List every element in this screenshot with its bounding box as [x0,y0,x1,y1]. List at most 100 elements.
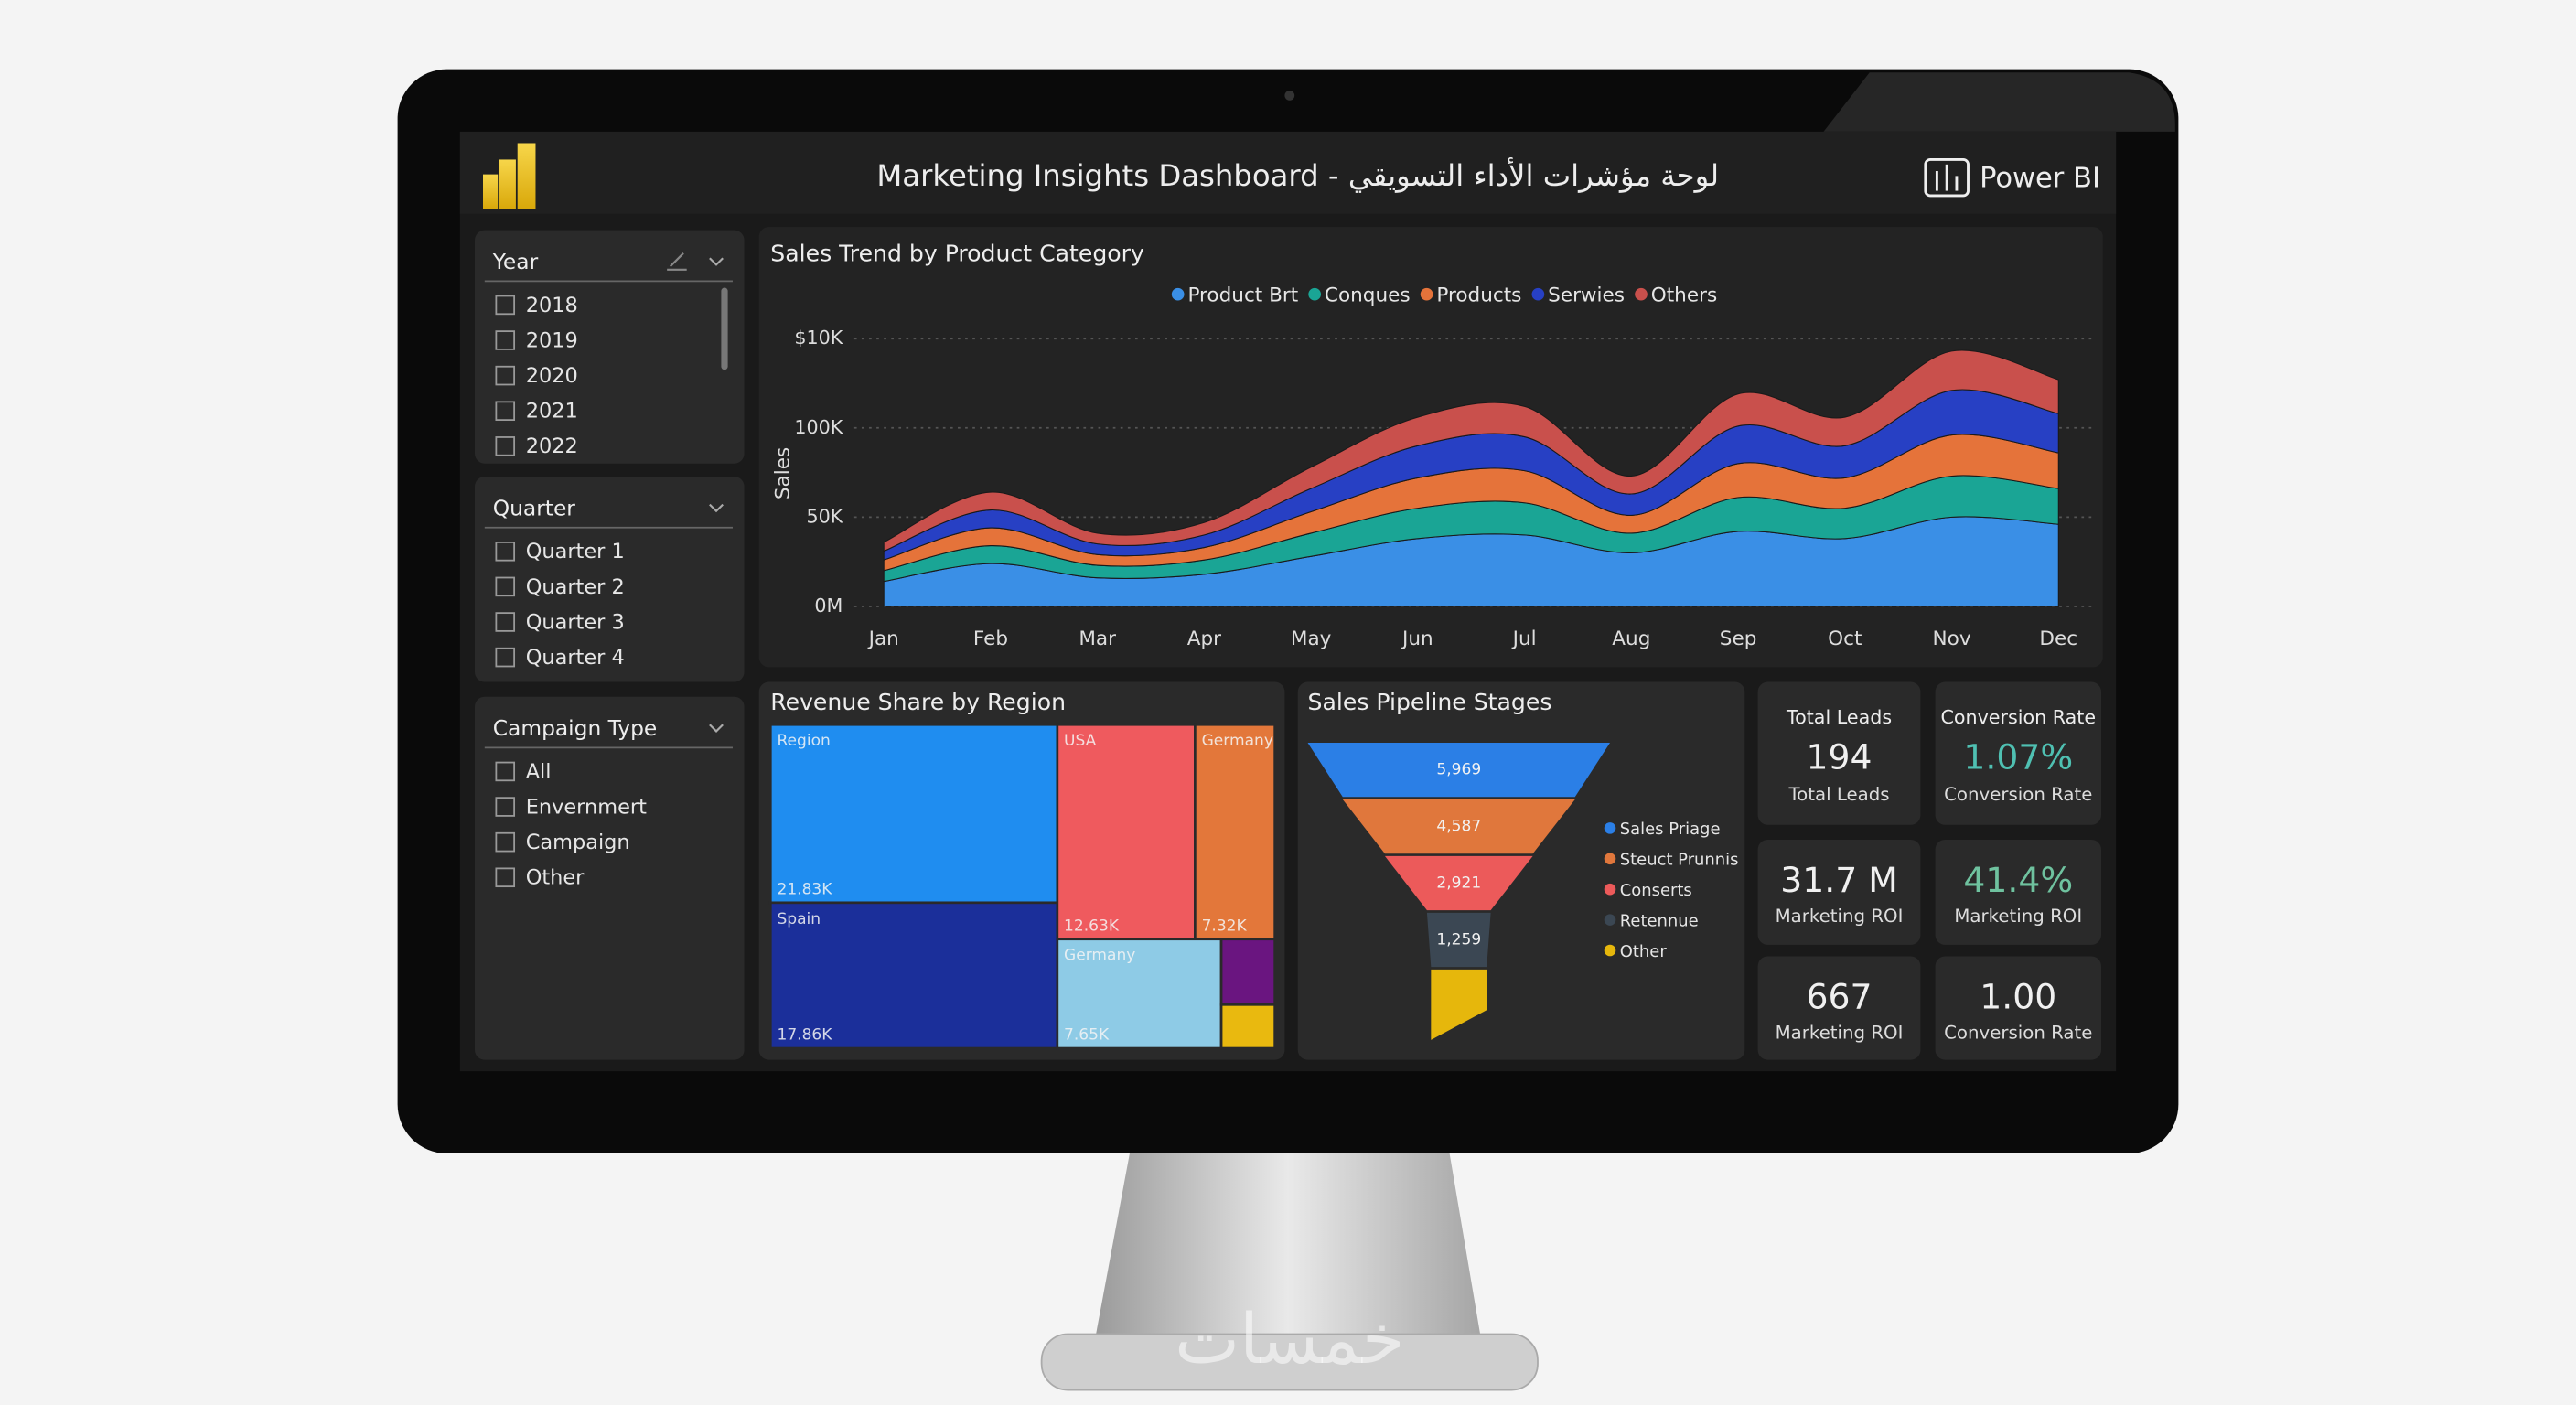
slicer-title: Campaign Type [493,715,657,741]
camera [1284,91,1295,101]
checkbox[interactable] [495,576,516,597]
y-axis-label: Sales [772,447,795,499]
x-tick-label: Feb [973,627,1008,650]
monitor-stand [1094,1150,1482,1345]
kpi-background [1935,839,2101,945]
slicer-panel [475,230,745,464]
treemap-tile[interactable] [1219,1003,1276,1050]
kpi-title: Total Leads [1786,706,1892,728]
treemap: Revenue Share by Region Region 21.83K Spain… [768,689,1276,1050]
treemap-tile[interactable] [1056,723,1197,941]
slicer-item[interactable]: 2020 [526,364,578,388]
checkbox[interactable] [495,330,516,350]
checkbox[interactable] [495,867,516,888]
checkbox[interactable] [495,401,516,421]
treemap-tile[interactable] [1056,938,1223,1050]
tile-label: Germany [1202,732,1273,750]
checkbox[interactable] [495,295,516,316]
y-tick-label: 0M [814,595,843,617]
stage-value: 4,587 [1436,818,1481,836]
x-tick-label: Sep [1720,627,1757,650]
legend-label: Products [1436,284,1521,307]
tile-value: 7.32K [1202,917,1248,935]
chevron[interactable] [709,503,724,513]
x-tick-label: May [1291,627,1332,650]
funnel: Sales Pipeline Stages 5,969 Sales Priage 4,… [1307,689,1739,1040]
kpi-background [1757,956,1921,1060]
legend-swatch [1604,853,1616,865]
legend-swatch [1171,287,1185,301]
checkbox[interactable] [495,797,516,817]
slicer-item[interactable]: 2022 [526,434,578,458]
funnel-stage[interactable] [1342,799,1575,854]
funnel-stage[interactable] [1431,969,1487,1040]
checkbox[interactable] [495,365,516,386]
checkbox[interactable] [495,831,516,853]
kpi-label: Total Leads [1787,784,1889,805]
y-tick-label: 50K [806,505,843,527]
chevron[interactable] [709,257,724,266]
kpi-label: Conversion Rate [1944,1022,2092,1043]
slicer: Quarter Quarter 1 Quarter 2 Quarter 3 Quarte… [484,495,733,670]
app-logo [483,143,536,209]
slicer-item[interactable]: Quarter 1 [526,540,625,563]
slicer-title: Year [492,249,539,274]
kpi-value: 41.4% [1963,860,2073,900]
brand-name: Power BI [1980,163,2100,195]
slicer-title: Quarter [493,495,576,520]
treemap-tile[interactable] [768,723,1059,905]
chart-title: Sales Pipeline Stages [1308,689,1552,715]
funnel-stage[interactable] [1307,743,1610,798]
slicer-item[interactable]: Other [526,866,585,890]
legend-label: Conserts [1620,881,1692,900]
logo-bar [483,174,499,209]
checkbox[interactable] [495,761,516,782]
legend-label: Others [1651,284,1717,307]
legend-swatch [1604,944,1616,957]
legend-swatch [1635,287,1648,301]
stage-value: 5,969 [1436,761,1481,779]
kpi-value: 31.7 M [1780,860,1897,900]
kpi-card: Total Leads 194 Total Leads [1757,681,1921,825]
checkbox[interactable] [495,436,516,456]
slicer-item[interactable]: Quarter 4 [526,646,625,670]
treemap-tile[interactable] [1219,938,1276,1006]
slicer-item[interactable]: Envernmert [526,795,647,819]
slicer: Year 2018 2019 2020 2021 2022 [484,249,733,458]
funnel-stage[interactable] [1426,912,1491,968]
tile-label: USA [1064,732,1097,750]
slicer: Campaign Type All Envernmert Campaign Other [484,715,733,890]
slicer-item[interactable]: 2018 [526,294,578,317]
slicer-item[interactable]: Quarter 3 [526,610,625,634]
legend-label: Steuct Prunnis [1620,851,1739,870]
kpi-background [1935,681,2101,825]
checkbox[interactable] [495,647,516,668]
kpi-card: Conversion Rate 1.07% Conversion Rate [1935,681,2101,825]
legend-swatch [1420,287,1433,301]
slicer-item[interactable]: Quarter 2 [526,575,625,599]
checkbox[interactable] [495,612,516,632]
tile-label: Spain [777,910,821,928]
tile-value: 7.65K [1064,1026,1110,1045]
kpi-card: 41.4% Marketing ROI [1935,839,2101,945]
kpi-background [1935,956,2101,1060]
treemap-tile[interactable] [768,901,1059,1050]
chevron[interactable] [709,724,724,733]
slicer-item[interactable]: All [526,760,552,784]
chart-title: Revenue Share by Region [770,689,1066,715]
y-tick-label: 100K [794,416,843,438]
treemap-tile[interactable] [1194,723,1276,941]
slicer-item[interactable]: 2021 [526,400,578,424]
legend-label: Conques [1325,284,1411,307]
checkbox[interactable] [495,541,516,562]
slicer-item[interactable]: Campaign [526,831,630,854]
x-tick-label: Jun [1401,627,1433,650]
stage-value: 1,259 [1436,931,1481,949]
x-tick-label: Oct [1828,627,1862,650]
stream-band [883,349,2059,552]
funnel-stage[interactable] [1384,855,1533,911]
kpi-value: 1.07% [1963,736,2073,777]
slicer-item[interactable]: 2019 [526,328,578,352]
kpi-label: Marketing ROI [1954,906,2082,927]
